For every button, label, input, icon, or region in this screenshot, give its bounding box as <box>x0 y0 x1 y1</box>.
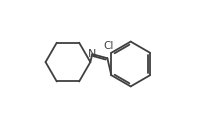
Text: Cl: Cl <box>104 41 114 51</box>
Text: N: N <box>88 49 97 58</box>
